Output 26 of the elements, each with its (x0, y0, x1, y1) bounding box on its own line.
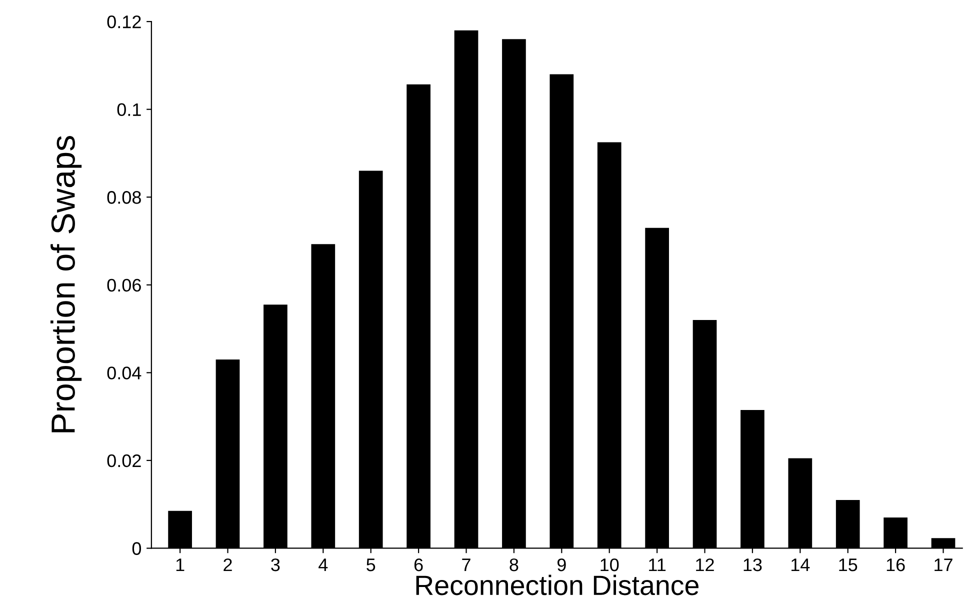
x-tick-label: 2 (224, 558, 232, 572)
x-tick-label: 5 (366, 558, 376, 572)
y-axis-title: Proportion of Swaps (50, 136, 82, 432)
x-axis-title: Reconnection Distance (416, 574, 698, 596)
x-tick-label: 7 (462, 558, 470, 572)
y-tick-label: 0.06 (107, 278, 141, 292)
x-tick-label: 12 (696, 558, 714, 572)
x-tick-label: 14 (792, 558, 810, 572)
x-tick-label: 16 (886, 558, 905, 572)
x-tick-label: 13 (744, 558, 762, 572)
x-tick-label: 1 (176, 558, 184, 572)
y-tick-label: 0.12 (107, 15, 141, 28)
y-tick-label: 0.08 (107, 191, 141, 204)
x-tick-label: 10 (600, 558, 619, 572)
y-tick-label: 0.04 (107, 366, 142, 380)
x-tick-label: 17 (934, 558, 952, 572)
y-tick-label: 0 (132, 542, 142, 555)
x-tick-label: 3 (271, 558, 280, 572)
y-tick-label: 0.1 (117, 103, 141, 116)
x-tick-label: 11 (649, 558, 666, 572)
x-tick-label: 4 (318, 558, 328, 572)
x-tick-label: 9 (557, 558, 566, 572)
x-tick-label: 6 (414, 558, 423, 572)
y-tick-label: 0.02 (107, 454, 141, 468)
x-tick-label: 15 (839, 558, 858, 572)
x-tick-label: 8 (510, 558, 518, 572)
